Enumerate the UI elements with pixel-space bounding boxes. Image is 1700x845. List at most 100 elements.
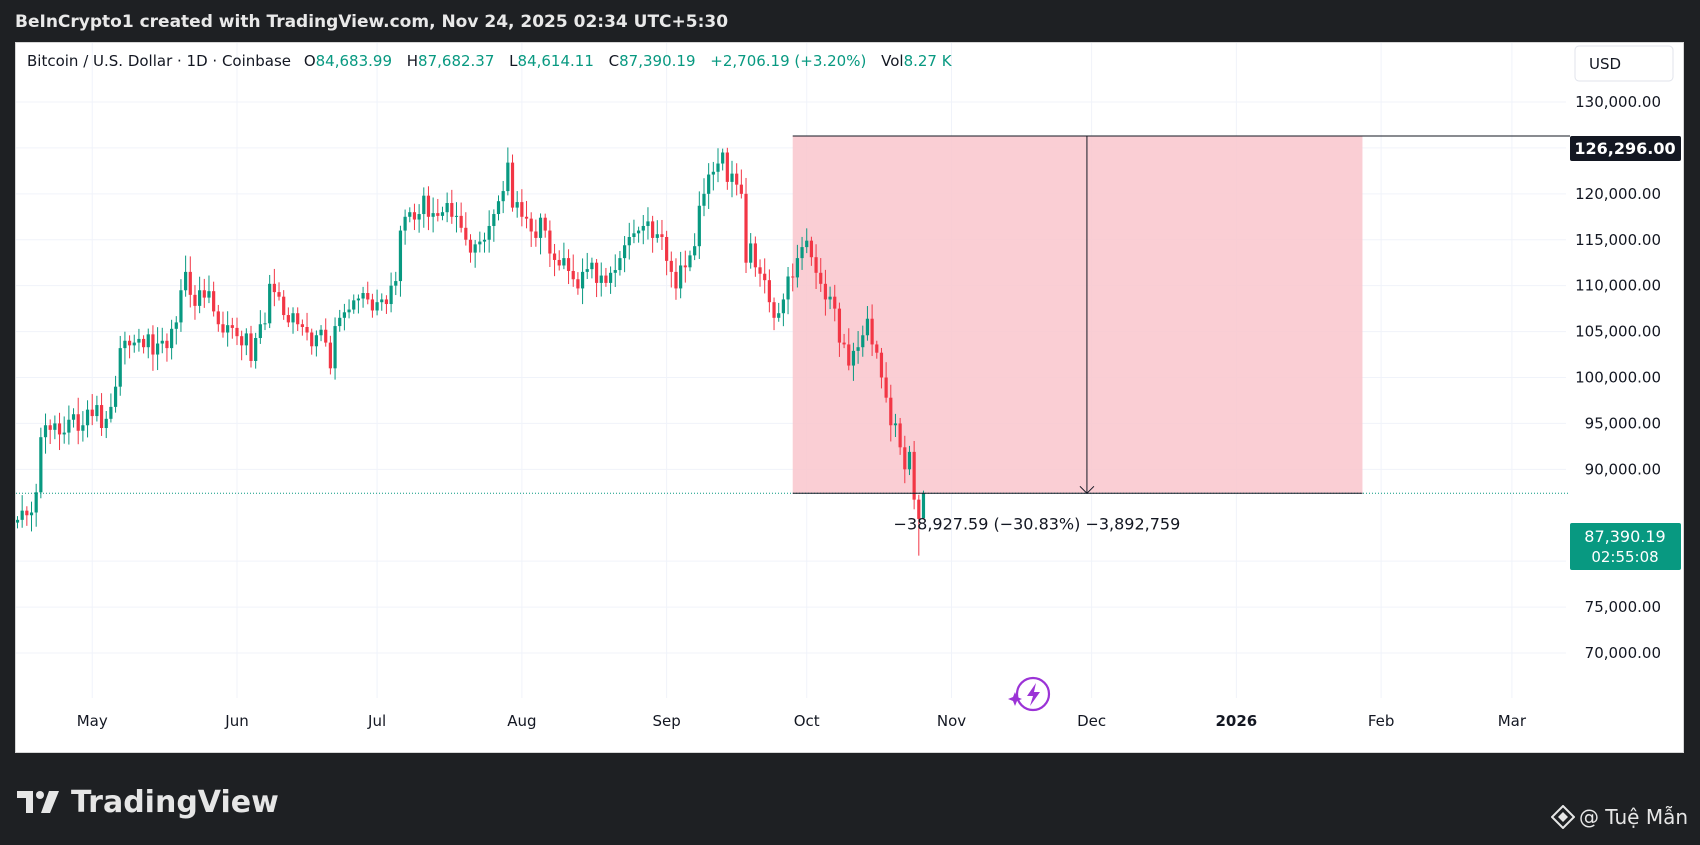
candle[interactable] [749, 233, 753, 269]
candle[interactable] [342, 303, 346, 331]
candle[interactable] [99, 393, 104, 436]
candle[interactable] [422, 187, 426, 228]
candle[interactable] [912, 440, 916, 510]
candle[interactable] [221, 311, 225, 338]
candle[interactable] [113, 375, 118, 413]
candle[interactable] [571, 254, 575, 287]
candle[interactable] [170, 319, 174, 360]
price-chart[interactable]: −38,927.59 (−30.83%) −3,892,759 130,000.… [16, 43, 1684, 753]
candle[interactable] [711, 161, 715, 191]
candle[interactable] [291, 307, 295, 334]
candle[interactable] [394, 271, 398, 296]
chart-frame[interactable]: −38,927.59 (−30.83%) −3,892,759 130,000.… [15, 42, 1684, 753]
candle[interactable] [501, 181, 505, 214]
candle[interactable] [660, 219, 664, 250]
candle[interactable] [212, 281, 216, 317]
candle[interactable] [254, 332, 258, 369]
candle[interactable] [758, 259, 762, 287]
candle[interactable] [151, 325, 155, 371]
candle[interactable] [730, 160, 734, 198]
candle[interactable] [90, 394, 94, 426]
candle[interactable] [641, 214, 645, 245]
candle[interactable] [160, 327, 164, 354]
candle[interactable] [235, 317, 239, 346]
candle[interactable] [146, 328, 150, 359]
candle[interactable] [282, 290, 286, 320]
candle[interactable] [842, 333, 846, 349]
candle[interactable] [875, 340, 879, 359]
candle[interactable] [179, 279, 183, 332]
candle[interactable] [370, 293, 375, 318]
candle[interactable] [95, 395, 99, 422]
candle[interactable] [226, 311, 230, 347]
candle[interactable] [543, 213, 547, 238]
candle[interactable] [646, 207, 650, 240]
candle[interactable] [763, 258, 767, 294]
candle[interactable] [487, 210, 491, 253]
candle[interactable] [805, 228, 809, 254]
candle[interactable] [230, 317, 234, 339]
candle[interactable] [193, 285, 197, 320]
candle[interactable] [879, 347, 884, 389]
candle[interactable] [608, 266, 613, 294]
candle[interactable] [506, 147, 510, 196]
candle[interactable] [324, 318, 328, 347]
candle[interactable] [627, 222, 631, 260]
candle[interactable] [356, 294, 361, 314]
candle[interactable] [450, 189, 454, 224]
candle[interactable] [753, 236, 757, 277]
candle[interactable] [440, 206, 445, 221]
candle[interactable] [459, 202, 463, 233]
candle[interactable] [328, 335, 332, 375]
candle[interactable] [141, 335, 146, 354]
candle[interactable] [917, 494, 921, 556]
candle[interactable] [898, 417, 902, 455]
candle[interactable] [903, 435, 907, 484]
candle[interactable] [184, 255, 188, 297]
candle[interactable] [408, 207, 412, 223]
candle[interactable] [482, 232, 487, 253]
candle[interactable] [198, 276, 202, 314]
candle[interactable] [380, 293, 384, 311]
candle[interactable] [529, 212, 533, 247]
candle[interactable] [478, 231, 482, 253]
candle[interactable] [767, 269, 771, 313]
candle[interactable] [244, 328, 248, 356]
candle[interactable] [272, 268, 276, 307]
candle[interactable] [305, 312, 309, 341]
candle[interactable] [384, 295, 389, 314]
candle[interactable] [57, 412, 62, 451]
candle[interactable] [464, 212, 468, 246]
candle[interactable] [53, 415, 57, 440]
candle[interactable] [137, 328, 141, 352]
candle[interactable] [679, 251, 683, 299]
candle[interactable] [688, 250, 692, 272]
candle[interactable] [893, 413, 898, 437]
candle[interactable] [604, 267, 608, 287]
candle[interactable] [781, 293, 785, 327]
candle[interactable] [585, 252, 589, 280]
candle[interactable] [707, 163, 711, 209]
candle[interactable] [296, 307, 300, 332]
candle[interactable] [39, 427, 43, 499]
candle[interactable] [791, 263, 795, 292]
candle[interactable] [62, 416, 66, 444]
candle[interactable] [492, 209, 496, 242]
candle[interactable] [417, 204, 421, 233]
candle[interactable] [398, 225, 403, 297]
candle[interactable] [599, 262, 603, 297]
candle[interactable] [665, 230, 669, 276]
candle[interactable] [389, 272, 393, 313]
candle[interactable] [693, 233, 697, 261]
candle[interactable] [884, 362, 888, 403]
candle[interactable] [538, 213, 543, 255]
candle[interactable] [580, 258, 585, 305]
candle[interactable] [566, 249, 571, 285]
candle[interactable] [739, 169, 743, 199]
candle[interactable] [562, 242, 566, 270]
candle[interactable] [436, 198, 440, 222]
candle[interactable] [314, 330, 318, 357]
candle[interactable] [735, 163, 739, 196]
candle[interactable] [795, 244, 799, 288]
candle[interactable] [188, 256, 192, 308]
